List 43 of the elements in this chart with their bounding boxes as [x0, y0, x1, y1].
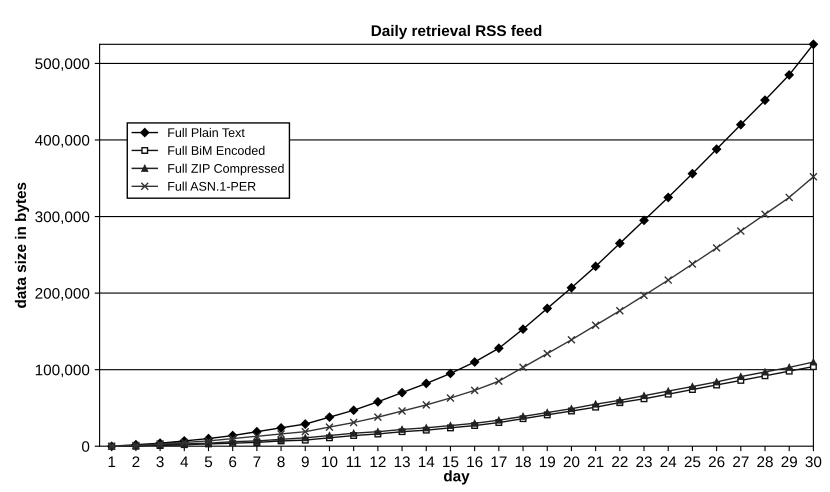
x-tick-label: 21: [588, 456, 604, 468]
y-tick-label: 0: [82, 441, 90, 452]
x-tick-label: 17: [492, 456, 507, 468]
x-tick-label: 7: [253, 456, 260, 468]
x-tick-label: 28: [757, 456, 773, 468]
x-tick-label: 8: [277, 456, 285, 468]
x-tick-label: 5: [204, 456, 212, 468]
x-tick-label: 24: [660, 456, 676, 468]
legend-label: Full Plain Text: [168, 128, 245, 138]
x-tick-label: 11: [346, 456, 361, 468]
x-tick-label: 14: [418, 456, 434, 468]
legend-label: Full BiM Encoded: [168, 146, 264, 155]
x-tick-label: 18: [516, 456, 531, 468]
x-tick-label: 29: [781, 456, 797, 468]
y-tick-label: 100,000: [36, 364, 90, 378]
y-tick-label: 300,000: [35, 211, 90, 224]
legend-label: Full ZIP Compressed: [168, 164, 284, 176]
x-tick-label: 27: [733, 456, 749, 468]
x-tick-label: 4: [180, 456, 188, 468]
x-tick-label: 3: [156, 456, 164, 468]
x-tick-label: 13: [394, 456, 410, 468]
x-tick-label: 30: [805, 456, 822, 468]
x-tick-label: 12: [370, 456, 386, 468]
x-tick-label: 6: [229, 456, 236, 468]
x-tick-label: 23: [636, 456, 652, 468]
x-tick-label: 2: [132, 456, 140, 468]
y-tick-label: 200,000: [35, 288, 90, 301]
y-tick-label: 400,000: [35, 134, 90, 148]
x-tick-label: 22: [612, 456, 628, 468]
x-tick-label: 25: [684, 456, 700, 468]
chart-title: Daily retrieval RSS feed: [372, 24, 542, 40]
legend-label: Full ASN.1-PER: [168, 182, 256, 191]
x-tick-label: 15: [443, 456, 458, 468]
x-tick-label: 19: [540, 456, 556, 468]
x-axis-title: day: [444, 470, 470, 484]
x-tick-label: 20: [564, 456, 580, 468]
y-axis-title: data size in bytes: [14, 182, 30, 308]
x-tick-label: 9: [302, 456, 309, 468]
x-tick-label: 16: [467, 456, 482, 468]
x-tick-label: 10: [322, 456, 338, 468]
x-tick-label: 26: [708, 456, 724, 468]
y-tick-label: 500,000: [35, 58, 90, 71]
x-tick-label: 1: [108, 456, 116, 468]
